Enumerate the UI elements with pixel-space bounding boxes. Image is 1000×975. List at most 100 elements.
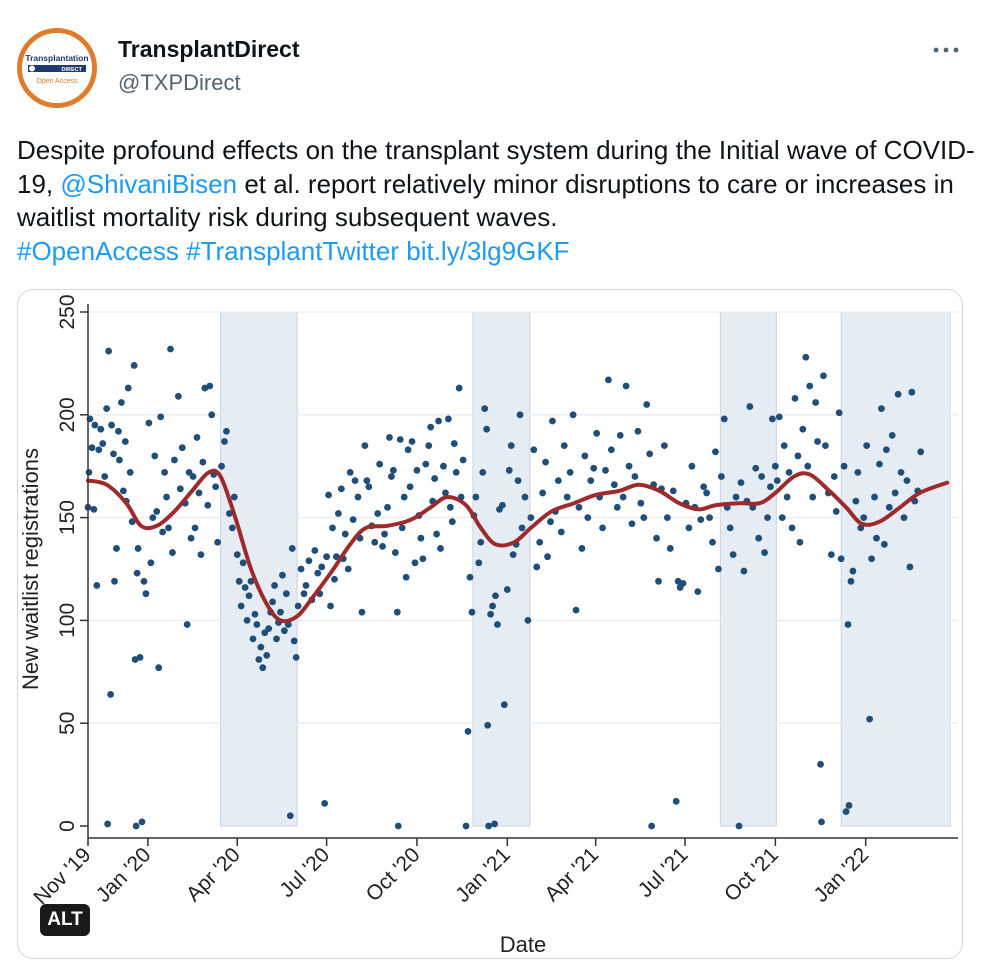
data-point <box>882 446 890 454</box>
data-point <box>903 477 911 484</box>
data-point <box>450 440 458 447</box>
data-point <box>814 438 821 445</box>
data-point <box>464 728 472 735</box>
data-point <box>379 542 386 550</box>
data-point <box>178 444 186 452</box>
data-point <box>91 421 99 429</box>
data-point <box>835 409 843 417</box>
data-point <box>593 429 601 437</box>
trend-line <box>86 468 950 624</box>
data-point <box>288 545 296 552</box>
data-point <box>346 468 354 476</box>
data-point <box>527 514 535 521</box>
data-point <box>110 450 117 458</box>
data-point <box>394 822 402 830</box>
wave-band-4 <box>840 311 951 827</box>
data-point <box>167 345 174 353</box>
data-point <box>804 462 812 470</box>
data-point <box>199 458 207 466</box>
data-point <box>737 479 745 487</box>
data-point <box>321 799 329 807</box>
data-point <box>365 483 373 491</box>
data-point <box>491 820 498 828</box>
data-point <box>628 520 636 528</box>
data-point <box>331 575 338 583</box>
data-point <box>221 438 228 445</box>
data-point <box>257 643 265 651</box>
data-point <box>475 559 483 567</box>
data-point <box>212 483 220 491</box>
more-options-button[interactable] <box>928 36 964 64</box>
data-point <box>433 530 440 538</box>
url-link[interactable]: bit.ly/3lg9GKF <box>406 235 570 266</box>
data-point <box>709 538 716 546</box>
data-point <box>101 473 109 480</box>
data-point <box>413 466 421 474</box>
data-point <box>169 549 176 556</box>
data-point <box>389 466 397 474</box>
data-point <box>610 481 618 489</box>
data-point <box>832 508 840 515</box>
data-point <box>247 577 255 585</box>
x-tick-label: Jan '20 <box>92 843 156 907</box>
data-point <box>572 606 580 614</box>
data-point <box>849 567 857 575</box>
data-point <box>140 577 148 585</box>
avatar-text-2: DIRECT <box>62 67 83 73</box>
data-point <box>134 545 142 552</box>
data-point <box>297 565 305 573</box>
data-point <box>121 438 129 445</box>
data-point <box>197 551 205 559</box>
data-point <box>427 423 435 431</box>
data-point <box>386 434 393 441</box>
data-point <box>758 473 766 480</box>
data-point <box>809 493 817 501</box>
data-point <box>852 497 860 505</box>
data-point <box>518 524 526 532</box>
data-point <box>631 473 639 480</box>
data-point <box>292 654 300 661</box>
data-point <box>477 538 485 546</box>
data-point <box>406 483 414 491</box>
author-name[interactable]: TransplantDirect <box>118 36 300 62</box>
data-point <box>351 477 359 484</box>
data-point <box>622 382 630 390</box>
hashtag-transplant-twitter[interactable]: #TransplantTwitter <box>186 235 400 266</box>
data-point <box>740 567 748 575</box>
data-point <box>521 493 529 501</box>
data-point <box>128 518 136 526</box>
data-point <box>290 637 298 645</box>
data-point <box>442 489 449 497</box>
data-point <box>648 822 656 830</box>
tweet-media-chart[interactable]: 0 50 100 150 200 250 Nov '19 Jan '20 Apr '20 Jul… <box>17 289 963 959</box>
mention-link[interactable]: @ShivaniBisen <box>60 168 238 199</box>
data-point <box>607 446 615 454</box>
alt-text-badge[interactable]: ALT <box>40 904 90 936</box>
x-tick-label: Jan '21 <box>451 843 515 907</box>
data-point <box>171 456 178 464</box>
data-point <box>796 538 804 546</box>
data-point <box>417 534 425 542</box>
data-point <box>503 586 511 593</box>
data-point <box>908 388 916 396</box>
data-point <box>241 584 249 591</box>
data-point <box>554 477 562 484</box>
y-tick-label: 50 <box>56 712 79 735</box>
data-point <box>437 545 444 552</box>
data-point <box>634 427 642 435</box>
data-point <box>165 524 172 532</box>
data-point <box>208 411 216 419</box>
data-point <box>868 555 875 563</box>
tweet-text-part-1: Despite profound effects on the transpla… <box>17 135 975 199</box>
author-avatar[interactable]: Transplantation DIRECT Open Access <box>17 28 97 108</box>
data-point <box>136 654 144 661</box>
data-point <box>230 493 238 501</box>
data-point <box>300 590 308 598</box>
data-point <box>271 582 278 589</box>
data-point <box>263 651 271 659</box>
hashtag-open-access[interactable]: #OpenAccess <box>17 235 179 266</box>
author-handle[interactable]: @TXPDirect <box>118 70 241 95</box>
wave-band-3 <box>719 311 777 827</box>
x-tick-label: Jan '22 <box>810 843 874 907</box>
data-point <box>113 545 120 552</box>
